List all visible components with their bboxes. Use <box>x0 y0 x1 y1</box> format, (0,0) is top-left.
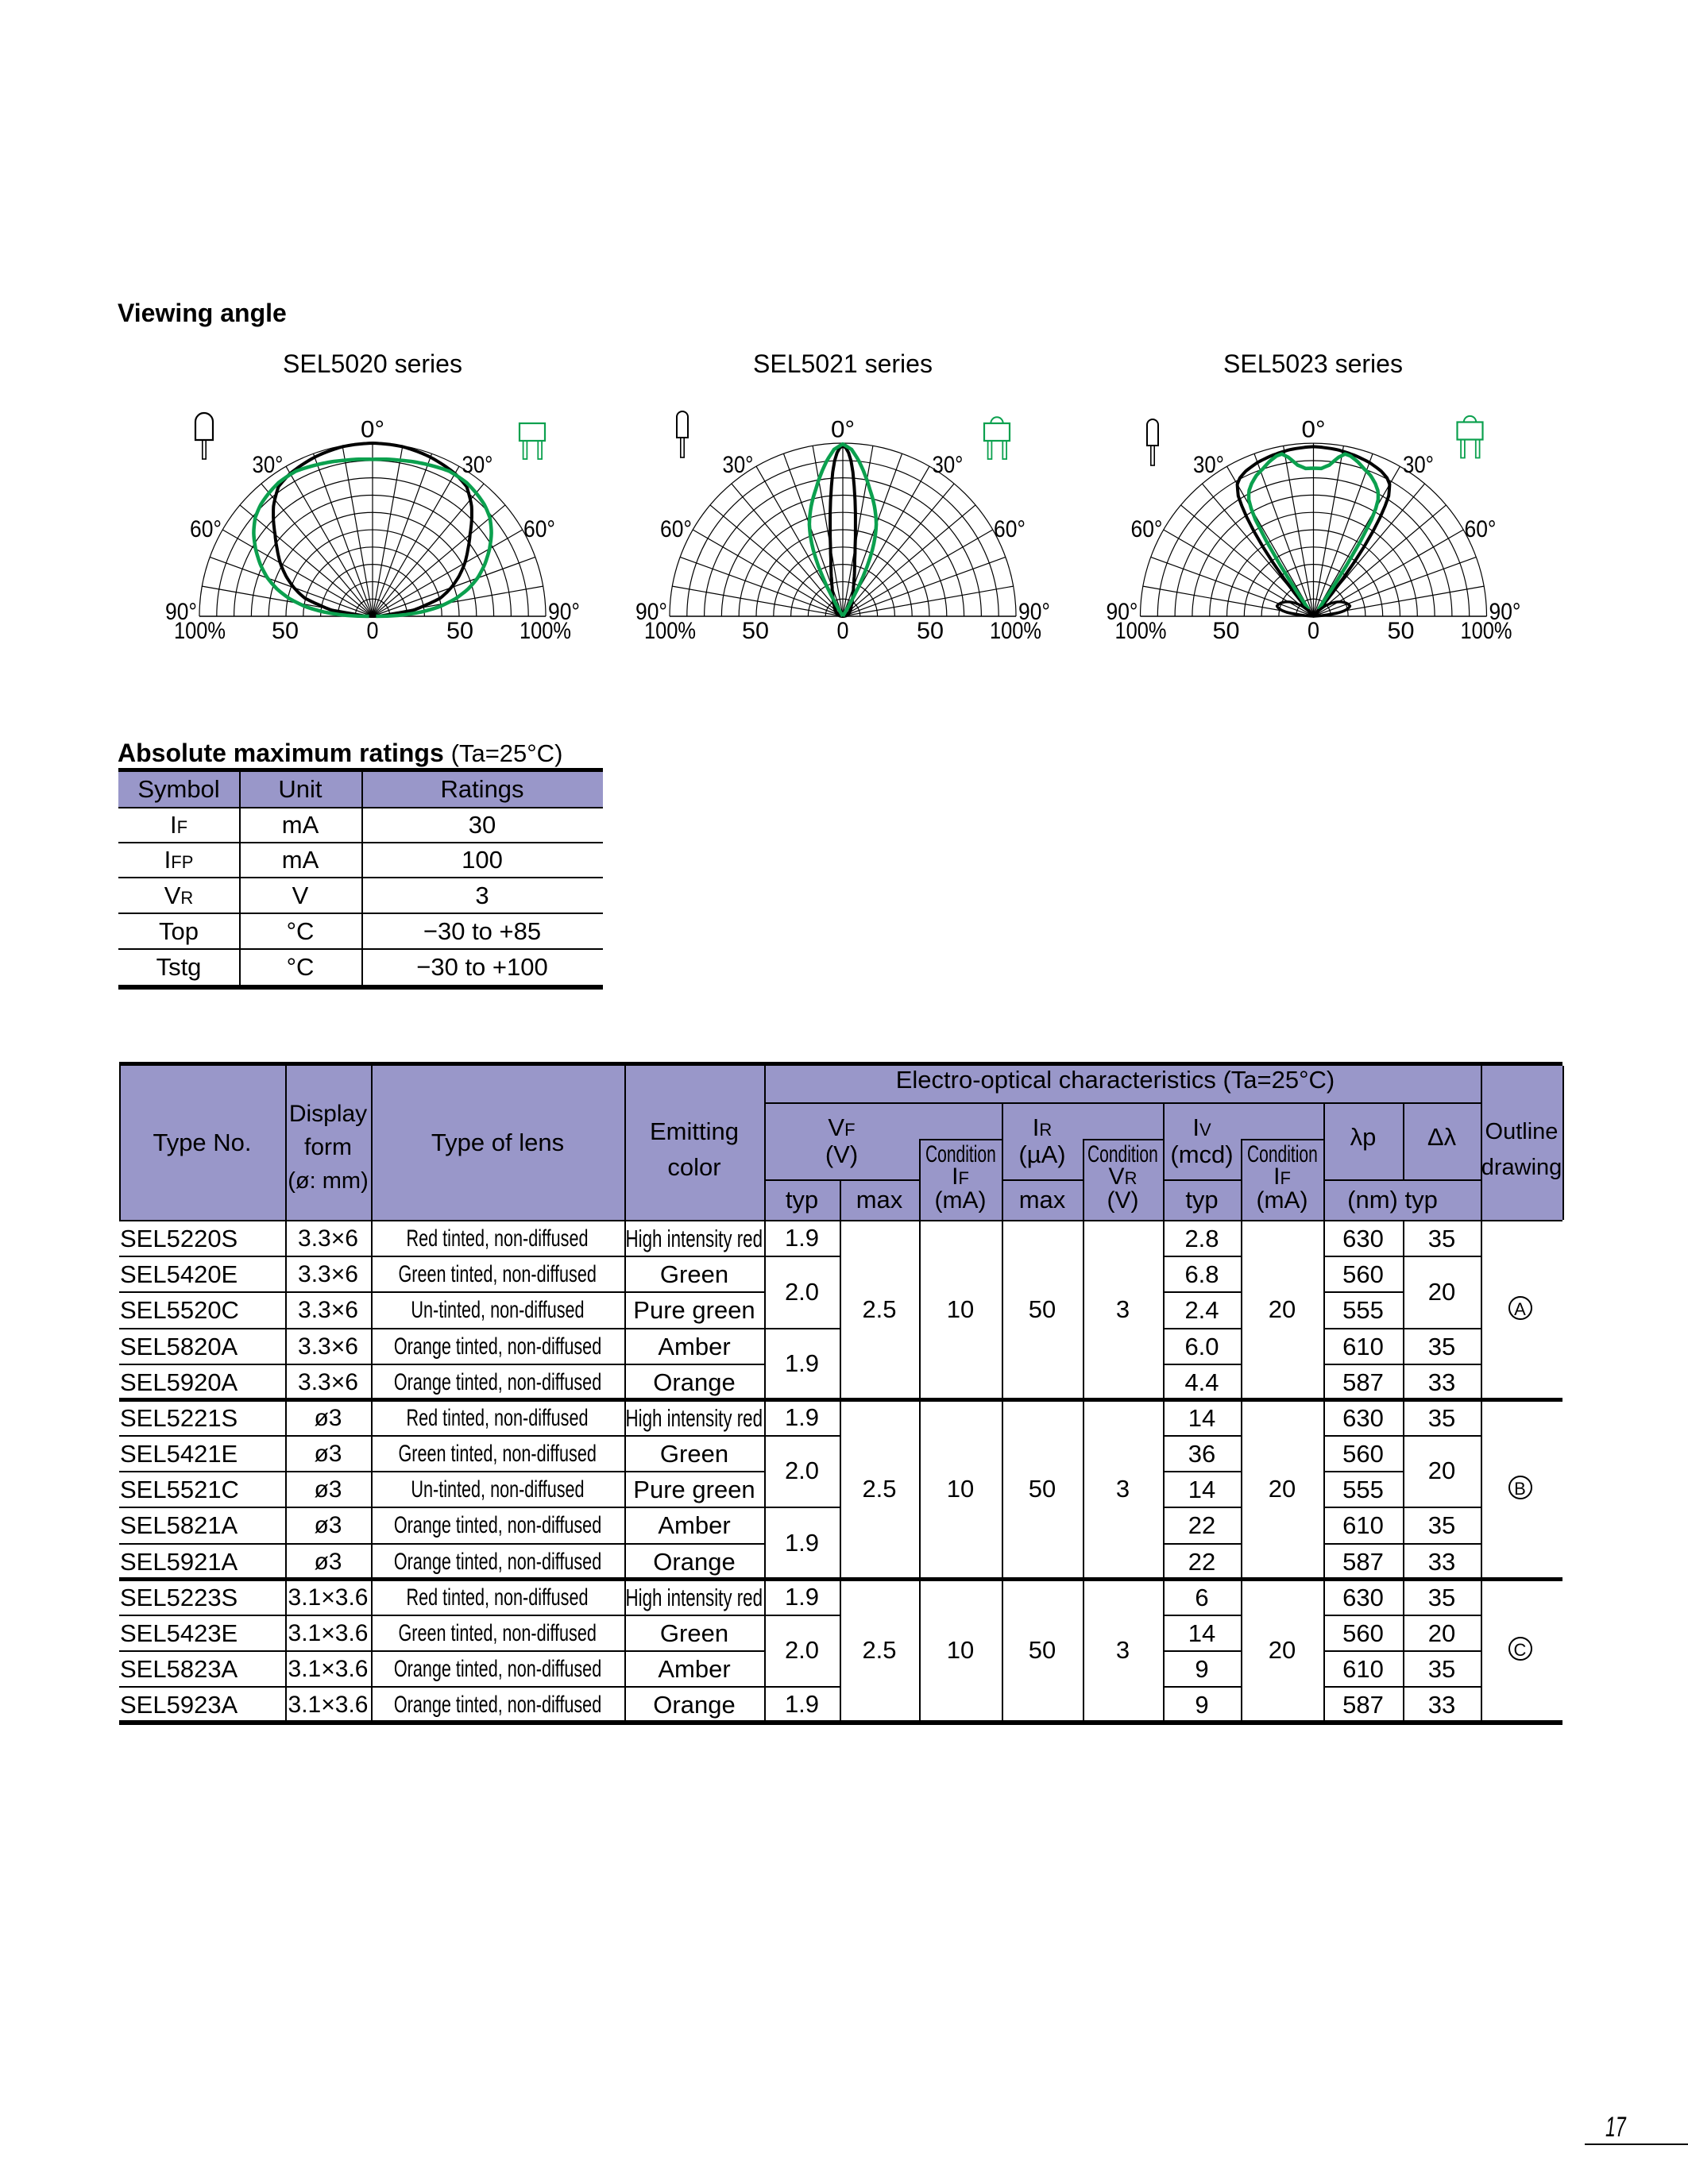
svg-text:90°: 90° <box>1018 599 1050 625</box>
svg-text:90°: 90° <box>635 599 667 625</box>
svg-text:50: 50 <box>917 618 944 644</box>
svg-text:100%: 100% <box>1461 618 1512 644</box>
svg-text:90°: 90° <box>1489 599 1521 625</box>
svg-text:50: 50 <box>272 618 299 644</box>
svg-text:60°: 60° <box>1131 516 1163 542</box>
svg-text:100%: 100% <box>990 618 1041 644</box>
svg-text:100%: 100% <box>174 618 226 644</box>
svg-text:100%: 100% <box>644 618 696 644</box>
svg-text:30°: 30° <box>723 452 754 478</box>
svg-text:30°: 30° <box>253 452 284 478</box>
svg-text:100%: 100% <box>1115 618 1167 644</box>
svg-text:50: 50 <box>1213 618 1240 644</box>
svg-text:0: 0 <box>1308 618 1319 644</box>
svg-text:60°: 60° <box>523 516 555 542</box>
svg-text:50: 50 <box>446 618 473 644</box>
svg-text:0°: 0° <box>831 417 855 443</box>
svg-text:90°: 90° <box>1107 599 1138 625</box>
svg-text:30°: 30° <box>462 452 493 478</box>
svg-text:90°: 90° <box>165 599 197 625</box>
svg-text:50: 50 <box>1388 618 1415 644</box>
svg-text:30°: 30° <box>933 452 964 478</box>
svg-text:60°: 60° <box>190 516 222 542</box>
svg-text:60°: 60° <box>660 516 692 542</box>
svg-text:50: 50 <box>742 618 769 644</box>
svg-text:0°: 0° <box>1302 417 1326 443</box>
svg-text:0°: 0° <box>361 417 384 443</box>
svg-text:0: 0 <box>837 618 849 644</box>
svg-text:0: 0 <box>367 618 379 644</box>
svg-text:100%: 100% <box>520 618 571 644</box>
svg-text:30°: 30° <box>1403 452 1434 478</box>
svg-text:60°: 60° <box>994 516 1026 542</box>
svg-text:60°: 60° <box>1465 516 1497 542</box>
svg-text:30°: 30° <box>1193 452 1224 478</box>
svg-text:90°: 90° <box>548 599 580 625</box>
